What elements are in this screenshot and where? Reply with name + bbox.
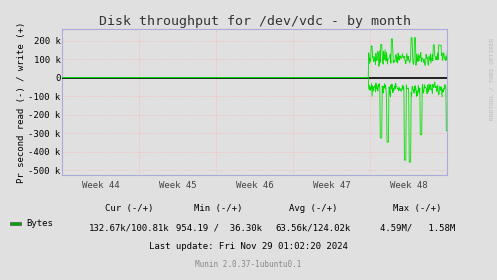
Text: Bytes: Bytes [26, 219, 53, 228]
Text: Munin 2.0.37-1ubuntu0.1: Munin 2.0.37-1ubuntu0.1 [195, 260, 302, 269]
Text: Max (-/+): Max (-/+) [393, 204, 442, 213]
Text: 954.19 /  36.30k: 954.19 / 36.30k [175, 224, 262, 233]
Text: Week 46: Week 46 [236, 181, 273, 190]
Text: Week 48: Week 48 [390, 181, 427, 190]
Y-axis label: Pr second read (-) / write (+): Pr second read (-) / write (+) [17, 22, 26, 183]
Text: 4.59M/   1.58M: 4.59M/ 1.58M [380, 224, 455, 233]
Text: Avg (-/+): Avg (-/+) [289, 204, 337, 213]
Text: 132.67k/100.81k: 132.67k/100.81k [89, 224, 169, 233]
Text: Week 45: Week 45 [159, 181, 196, 190]
Text: Week 44: Week 44 [82, 181, 119, 190]
Text: Last update: Fri Nov 29 01:02:20 2024: Last update: Fri Nov 29 01:02:20 2024 [149, 242, 348, 251]
Title: Disk throughput for /dev/vdc - by month: Disk throughput for /dev/vdc - by month [99, 15, 411, 28]
Text: RRDTOOL / TOBI OETIKER: RRDTOOL / TOBI OETIKER [490, 37, 495, 120]
Text: Week 47: Week 47 [313, 181, 350, 190]
Text: Min (-/+): Min (-/+) [194, 204, 243, 213]
Text: Cur (-/+): Cur (-/+) [105, 204, 154, 213]
Text: 63.56k/124.02k: 63.56k/124.02k [275, 224, 351, 233]
